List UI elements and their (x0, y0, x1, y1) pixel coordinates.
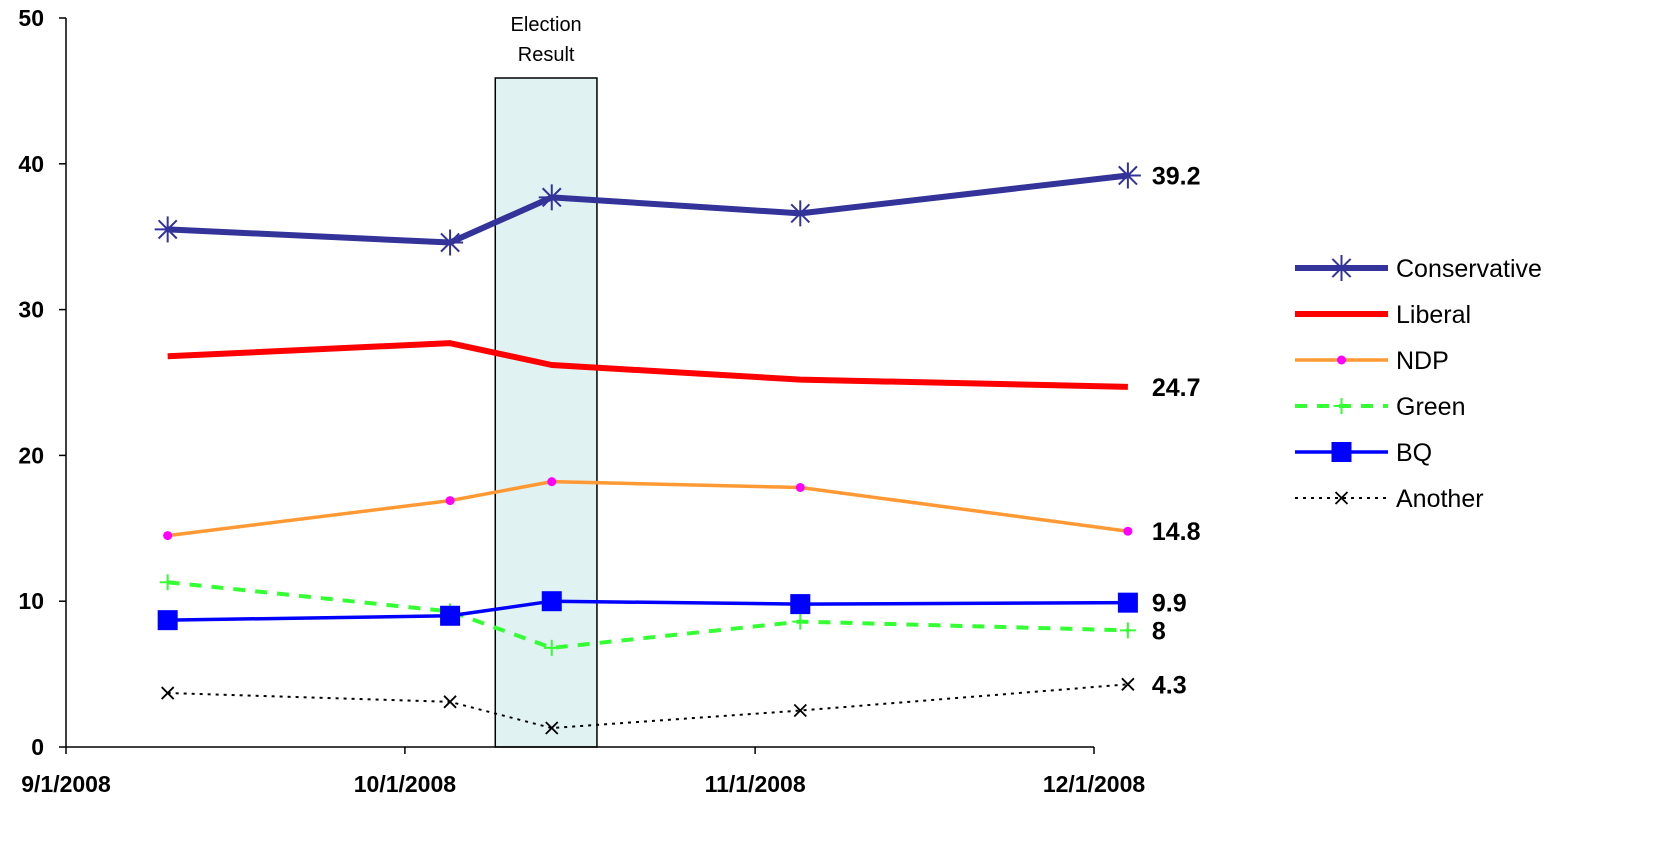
series-conservative (154, 162, 1141, 256)
data-point-bq (157, 610, 178, 631)
series-line-ndp (167, 479, 1129, 538)
legend-label-another: Another (1396, 485, 1484, 513)
legend-item-green: Green (1295, 393, 1465, 421)
end-label-conservative: 39.2 (1152, 162, 1201, 190)
data-point-another (1121, 677, 1135, 691)
legend-item-ndp: NDP (1295, 347, 1449, 375)
series-ndp (163, 477, 1133, 541)
series-line-bq (167, 599, 1128, 622)
x-tick-label: 10/1/2008 (354, 771, 457, 797)
data-point-bq (440, 605, 461, 626)
data-point-another (793, 703, 807, 718)
data-point-another (545, 721, 559, 735)
legend-label-conservative: Conservative (1396, 255, 1542, 283)
data-point-ndp (1123, 526, 1133, 536)
legend-item-conservative: Conservative (1295, 255, 1542, 283)
y-tick-label: 10 (18, 588, 44, 614)
end-label-liberal: 24.7 (1152, 374, 1201, 402)
legend-label-green: Green (1396, 393, 1465, 421)
end-label-another: 4.3 (1152, 671, 1187, 699)
election-result-label-line2: Result (518, 44, 575, 66)
data-point-ndp (795, 482, 805, 492)
series-another (161, 677, 1135, 735)
data-point-ndp (547, 477, 557, 487)
y-tick-label: 20 (18, 442, 44, 468)
series-bq (157, 591, 1138, 631)
x-tick-label: 9/1/2008 (21, 771, 111, 797)
legend-label-bq: BQ (1396, 439, 1432, 467)
legend-item-another: Another (1295, 485, 1484, 513)
end-label-bq: 9.9 (1152, 590, 1187, 618)
data-point-another (443, 695, 457, 709)
series-liberal (167, 340, 1128, 390)
data-point-bq (790, 594, 811, 615)
y-tick-label: 40 (18, 151, 44, 177)
end-label-green: 8 (1152, 617, 1166, 645)
x-tick-label: 12/1/2008 (1043, 771, 1146, 797)
series-green (159, 574, 1136, 656)
legend-item-bq: BQ (1295, 439, 1432, 467)
data-point-bq (1117, 592, 1138, 613)
election-result-label-line1: Election (511, 14, 582, 36)
data-point-bq (541, 591, 562, 612)
legend-label-ndp: NDP (1396, 347, 1449, 375)
series-line-another (167, 683, 1128, 730)
end-label-ndp: 14.8 (1152, 518, 1201, 546)
y-tick-label: 0 (31, 734, 44, 760)
data-point-ndp (163, 531, 173, 541)
series-line-liberal (167, 340, 1128, 390)
legend-marker-ndp (1337, 355, 1346, 365)
y-tick-label: 50 (18, 5, 44, 31)
series-line-green (167, 580, 1128, 650)
data-point-another (161, 686, 175, 700)
series-line-conservative (167, 172, 1129, 246)
legend-marker-another (1334, 491, 1349, 505)
legend-item-liberal: Liberal (1295, 301, 1471, 329)
data-point-ndp (445, 496, 455, 506)
y-tick-label: 30 (18, 297, 44, 323)
legend-marker-bq (1331, 442, 1352, 462)
legend-label-liberal: Liberal (1396, 301, 1471, 329)
election-result-band (494, 77, 598, 748)
x-tick-label: 11/1/2008 (705, 771, 806, 797)
